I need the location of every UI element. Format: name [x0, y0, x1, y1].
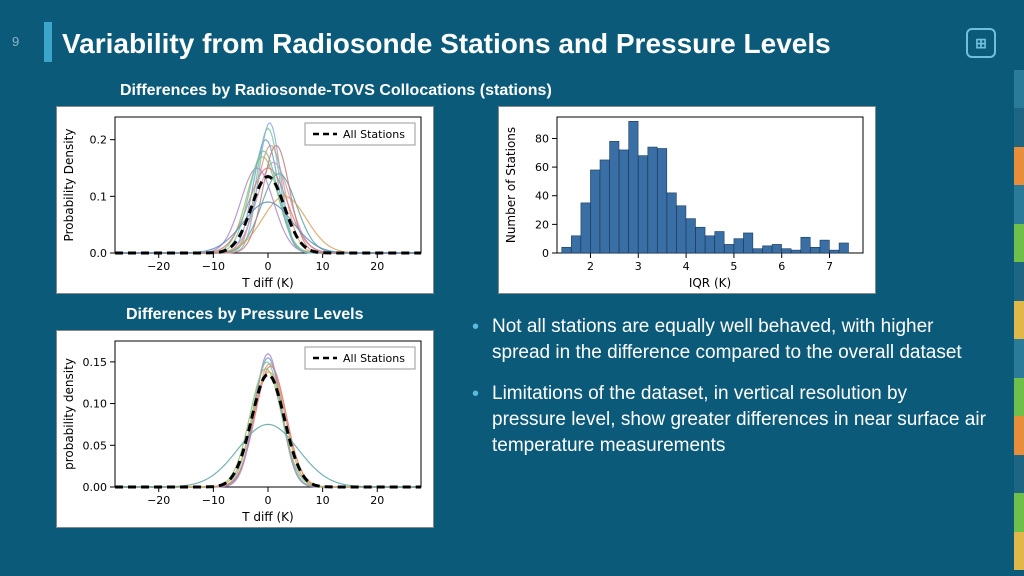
svg-text:60: 60	[535, 161, 549, 174]
svg-text:10: 10	[316, 494, 330, 507]
svg-text:−20: −20	[147, 494, 170, 507]
svg-text:0.1: 0.1	[90, 190, 108, 203]
svg-text:20: 20	[370, 494, 384, 507]
bullet-list: Not all stations are equally well behave…	[466, 314, 986, 474]
svg-text:0.0: 0.0	[90, 247, 108, 260]
svg-text:Probability Density: Probability Density	[62, 129, 76, 242]
svg-text:4: 4	[683, 260, 690, 273]
right-color-stripe	[1014, 70, 1024, 570]
svg-text:0.10: 0.10	[83, 398, 108, 411]
svg-text:10: 10	[316, 260, 330, 273]
svg-text:80: 80	[535, 132, 549, 145]
svg-text:0.15: 0.15	[83, 356, 108, 369]
svg-text:−10: −10	[202, 494, 225, 507]
svg-text:T diff (K): T diff (K)	[241, 276, 293, 290]
svg-text:0: 0	[265, 260, 272, 273]
svg-text:0: 0	[265, 494, 272, 507]
logo-icon: ⊞	[966, 28, 996, 58]
svg-text:6: 6	[778, 260, 785, 273]
svg-text:40: 40	[535, 190, 549, 203]
chart3-section-title: Differences by Pressure Levels	[126, 306, 363, 324]
svg-text:0: 0	[542, 247, 549, 260]
svg-text:0.05: 0.05	[83, 439, 108, 452]
svg-text:5: 5	[730, 260, 737, 273]
svg-text:All Stations: All Stations	[343, 128, 405, 141]
svg-text:T diff (K): T diff (K)	[241, 510, 293, 524]
svg-text:2: 2	[587, 260, 594, 273]
svg-text:All Stations: All Stations	[343, 352, 405, 365]
density-by-pressure-chart: −20 −10 0 10 20 0.00 0.05 0.10 0.15 T diff (K) pro…	[56, 330, 434, 528]
svg-text:20: 20	[370, 260, 384, 273]
svg-text:3: 3	[635, 260, 642, 273]
svg-text:0.2: 0.2	[90, 134, 108, 147]
density-by-stations-chart: −20 −10 0 10 20 0.0 0.1 0.2 T diff (K) Probabilit…	[56, 106, 434, 294]
svg-text:7: 7	[826, 260, 833, 273]
bullet-item: Not all stations are equally well behave…	[466, 314, 986, 365]
svg-text:Number of Stations: Number of Stations	[504, 127, 518, 243]
svg-text:20: 20	[535, 218, 549, 231]
page-title: Variability from Radiosonde Stations and…	[62, 28, 831, 60]
page-number: 9	[12, 34, 19, 49]
bullet-item: Limitations of the dataset, in vertical …	[466, 381, 986, 458]
svg-text:IQR (K): IQR (K)	[689, 276, 731, 290]
chart1-section-title: Differences by Radiosonde-TOVS Collocati…	[120, 82, 552, 100]
svg-text:probability density: probability density	[62, 358, 76, 470]
svg-text:0.00: 0.00	[83, 481, 108, 494]
svg-text:−10: −10	[202, 260, 225, 273]
svg-text:−20: −20	[147, 260, 170, 273]
iqr-histogram-chart: 2 3 4 5 6 7 0 20 40 60 80 IQR (K) Number of Stations	[498, 106, 876, 294]
title-accent-bar	[44, 22, 52, 62]
